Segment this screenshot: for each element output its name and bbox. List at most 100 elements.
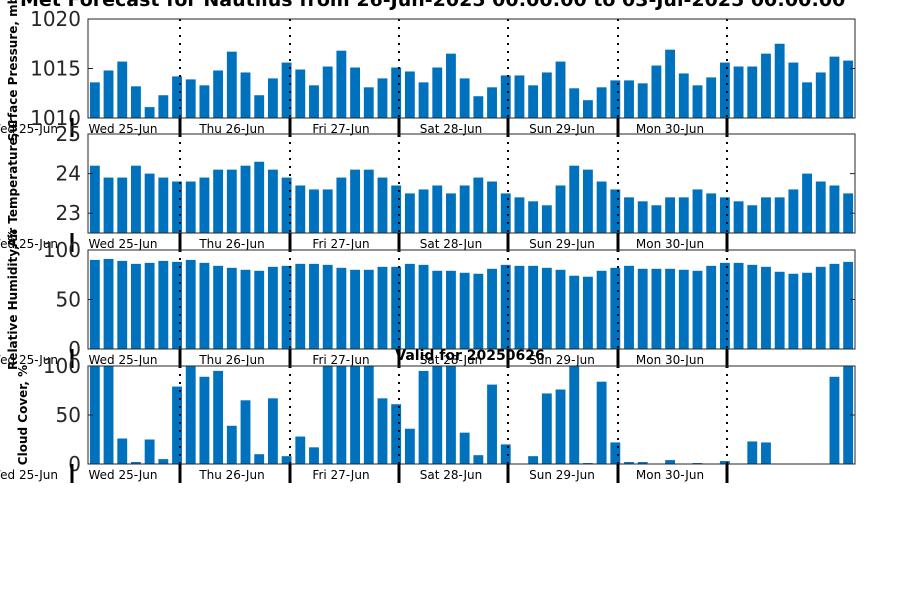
bar (322, 189, 333, 233)
bar (432, 270, 443, 349)
bar (281, 265, 292, 349)
bar (487, 384, 497, 464)
day-label: Sun 29-Jun (529, 468, 595, 482)
bar (363, 269, 374, 349)
bar (569, 275, 580, 349)
bar (322, 264, 333, 349)
bar (802, 272, 812, 349)
bar (131, 462, 141, 464)
bar (267, 78, 278, 118)
bar (254, 270, 265, 349)
day-label: Wed 25-Jun (89, 353, 158, 367)
day-label: Mon 30-Jun (636, 122, 704, 136)
bar (802, 82, 812, 118)
day-label: Wed 25-Jun (0, 353, 58, 367)
day-label: Thu 26-Jun (198, 237, 264, 251)
bar (719, 262, 730, 349)
bar (377, 78, 388, 118)
day-label: Thu 26-Jun (198, 353, 264, 367)
bar (637, 201, 648, 233)
bar (624, 462, 634, 464)
bar (774, 43, 785, 118)
bar (651, 65, 662, 118)
bar (541, 72, 552, 118)
bar (336, 177, 347, 233)
bar (624, 80, 634, 118)
bar (336, 366, 347, 464)
bar (144, 439, 155, 464)
y-tick-label: 25 (56, 122, 81, 146)
bar (103, 177, 114, 233)
day-label: Wed 25-Jun (0, 237, 58, 251)
bar (295, 436, 306, 464)
day-label: Sat 28-Jun (420, 237, 483, 251)
bar (404, 263, 415, 349)
y-tick-label: 100 (43, 238, 81, 262)
bar (747, 264, 758, 349)
bar (733, 66, 744, 118)
bar (665, 268, 676, 349)
day-label: Fri 27-Jun (312, 468, 369, 482)
bar (624, 265, 634, 349)
bar (555, 269, 566, 349)
bar (596, 270, 607, 349)
bar (815, 72, 826, 118)
bar (117, 177, 128, 233)
bar (103, 366, 114, 464)
bar (199, 262, 210, 349)
day-label: Wed 25-Jun (0, 122, 58, 136)
y-tick-label: 23 (56, 201, 81, 225)
bar (665, 460, 676, 464)
bar (555, 185, 566, 233)
bar (514, 75, 525, 118)
bar (213, 70, 224, 118)
bar (500, 75, 511, 118)
bar (582, 100, 593, 118)
day-label: Wed 25-Jun (0, 468, 58, 482)
day-label: Mon 30-Jun (636, 353, 704, 367)
bar (624, 197, 634, 233)
bar (596, 87, 607, 118)
bar (89, 165, 100, 233)
bar (267, 266, 278, 349)
bar (89, 366, 100, 464)
bar (678, 269, 689, 349)
bar (350, 366, 361, 464)
bar (158, 177, 169, 233)
bar (336, 50, 347, 118)
day-label: Sun 29-Jun (529, 353, 595, 367)
bar (377, 398, 388, 464)
bar (692, 85, 703, 118)
bar (418, 189, 429, 233)
bar (665, 49, 676, 118)
bar (706, 193, 717, 233)
y-tick-label: 24 (56, 162, 81, 186)
bar (569, 366, 580, 464)
bar (199, 85, 210, 118)
bar (569, 88, 580, 118)
bar (240, 269, 251, 349)
bar (843, 261, 854, 349)
bar (719, 62, 730, 118)
bar (747, 441, 758, 464)
bar (309, 85, 319, 118)
bar (404, 428, 415, 464)
day-label: Sun 29-Jun (529, 122, 595, 136)
bar (309, 189, 319, 233)
bar (432, 185, 443, 233)
bar (418, 370, 429, 464)
bar (213, 169, 224, 233)
bar (185, 366, 196, 464)
bar (117, 260, 128, 349)
bar (103, 258, 114, 349)
bar (555, 61, 566, 118)
bar (761, 442, 771, 464)
bar (213, 370, 224, 464)
bar (240, 72, 251, 118)
bar (404, 71, 415, 118)
bar (719, 461, 730, 464)
bar (226, 169, 237, 233)
bar (678, 197, 689, 233)
bar (761, 197, 771, 233)
